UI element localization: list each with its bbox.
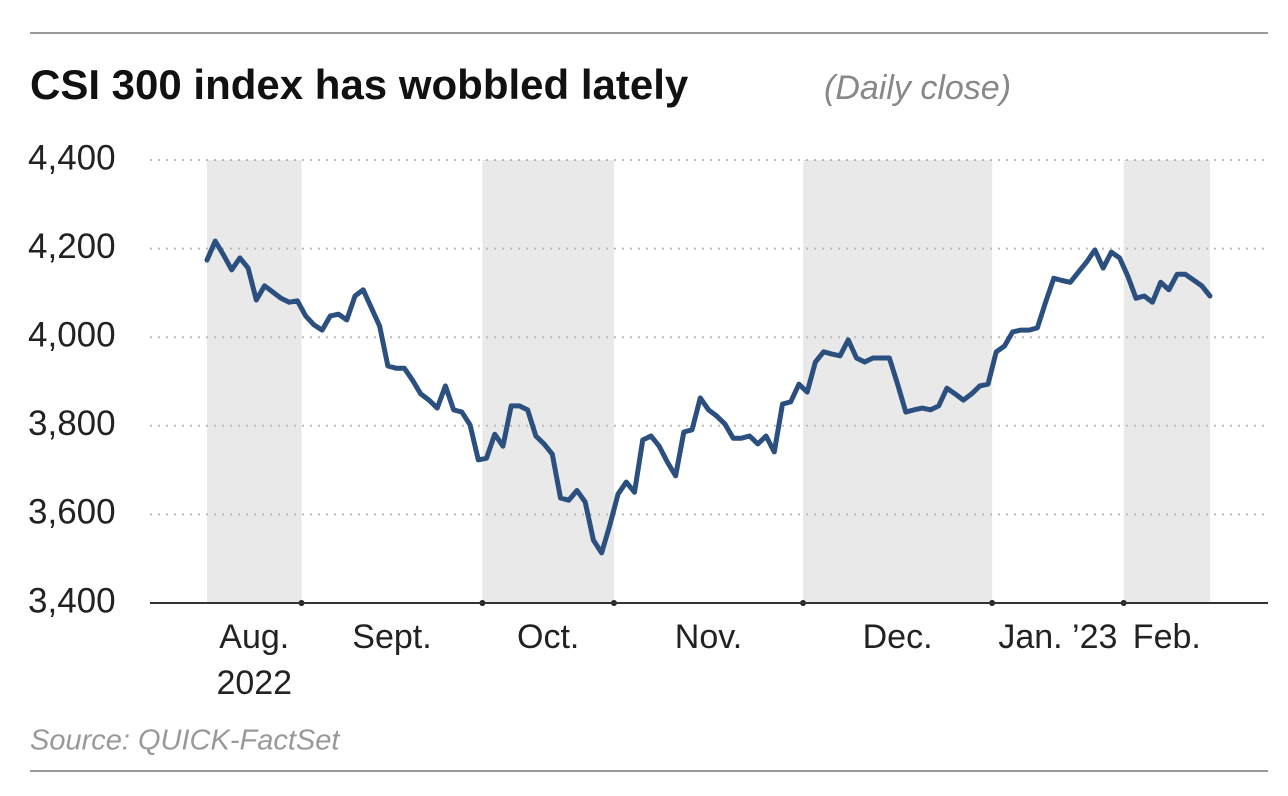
x-tick-label: Feb. xyxy=(1132,618,1201,656)
x-tick-label: Jan. ’23 xyxy=(998,618,1118,656)
y-tick-label: 3,800 xyxy=(28,404,116,443)
x-tick-label: Sept. xyxy=(352,618,432,656)
grid: 3,400 3,600 3,800 4,000 4,200 4,400 xyxy=(28,138,1268,620)
month-bands xyxy=(207,160,1210,606)
source: Source: QUICK-FactSet xyxy=(30,725,341,757)
price-line xyxy=(204,238,1213,556)
x-tick-label: Dec. xyxy=(862,618,933,656)
chart-subtitle: (Daily close) xyxy=(824,69,1011,107)
y-tick-label: 4,000 xyxy=(28,315,116,354)
x-tick-label: Oct. xyxy=(517,618,580,656)
y-tick-label: 3,400 xyxy=(28,581,116,620)
month-band xyxy=(1123,160,1210,603)
y-tick-label: 4,400 xyxy=(28,138,116,177)
month-band xyxy=(207,160,302,603)
plot xyxy=(204,238,1213,556)
chart-title: CSI 300 index has wobbled lately xyxy=(30,61,689,108)
x-tick-label: Aug. 2022 xyxy=(216,618,293,702)
y-tick-label: 3,600 xyxy=(28,493,116,532)
x-tick-label: Nov. xyxy=(674,618,743,656)
y-tick-label: 4,200 xyxy=(28,227,116,266)
